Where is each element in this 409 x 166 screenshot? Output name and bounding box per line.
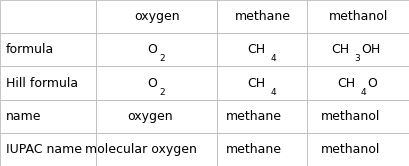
Bar <box>307 66 409 100</box>
Text: molecular oxygen: molecular oxygen <box>84 143 196 156</box>
Bar <box>307 133 409 166</box>
Text: OH: OH <box>361 43 380 56</box>
Text: formula: formula <box>6 43 54 56</box>
Text: O: O <box>146 43 156 56</box>
Text: 4: 4 <box>270 88 275 97</box>
Bar <box>0 0 96 33</box>
Text: 2: 2 <box>159 88 165 97</box>
Bar <box>307 100 409 133</box>
Text: methanol: methanol <box>320 110 379 123</box>
Bar <box>0 66 96 100</box>
Bar <box>307 33 409 66</box>
Text: CH: CH <box>330 43 348 56</box>
Text: 4: 4 <box>270 54 275 63</box>
Bar <box>96 33 217 66</box>
Bar <box>217 133 307 166</box>
Bar <box>0 133 96 166</box>
Bar <box>0 100 96 133</box>
Bar <box>307 0 409 33</box>
Text: 4: 4 <box>360 88 365 97</box>
Text: methane: methane <box>226 143 281 156</box>
Bar <box>96 100 217 133</box>
Bar <box>96 133 217 166</box>
Bar <box>96 0 217 33</box>
Text: O: O <box>367 77 377 89</box>
Text: IUPAC name: IUPAC name <box>6 143 82 156</box>
Text: oxygen: oxygen <box>134 10 179 23</box>
Text: CH: CH <box>336 77 354 89</box>
Bar <box>217 100 307 133</box>
Bar <box>217 33 307 66</box>
Text: oxygen: oxygen <box>127 110 173 123</box>
Text: CH: CH <box>247 77 265 89</box>
Bar <box>96 66 217 100</box>
Text: 3: 3 <box>353 54 359 63</box>
Bar <box>217 0 307 33</box>
Text: Hill formula: Hill formula <box>6 77 78 89</box>
Text: methanol: methanol <box>328 10 387 23</box>
Text: methane: methane <box>234 10 290 23</box>
Text: CH: CH <box>247 43 265 56</box>
Text: name: name <box>6 110 42 123</box>
Text: methanol: methanol <box>320 143 379 156</box>
Text: O: O <box>146 77 156 89</box>
Text: 2: 2 <box>159 54 165 63</box>
Text: methane: methane <box>226 110 281 123</box>
Bar <box>217 66 307 100</box>
Bar <box>0 33 96 66</box>
